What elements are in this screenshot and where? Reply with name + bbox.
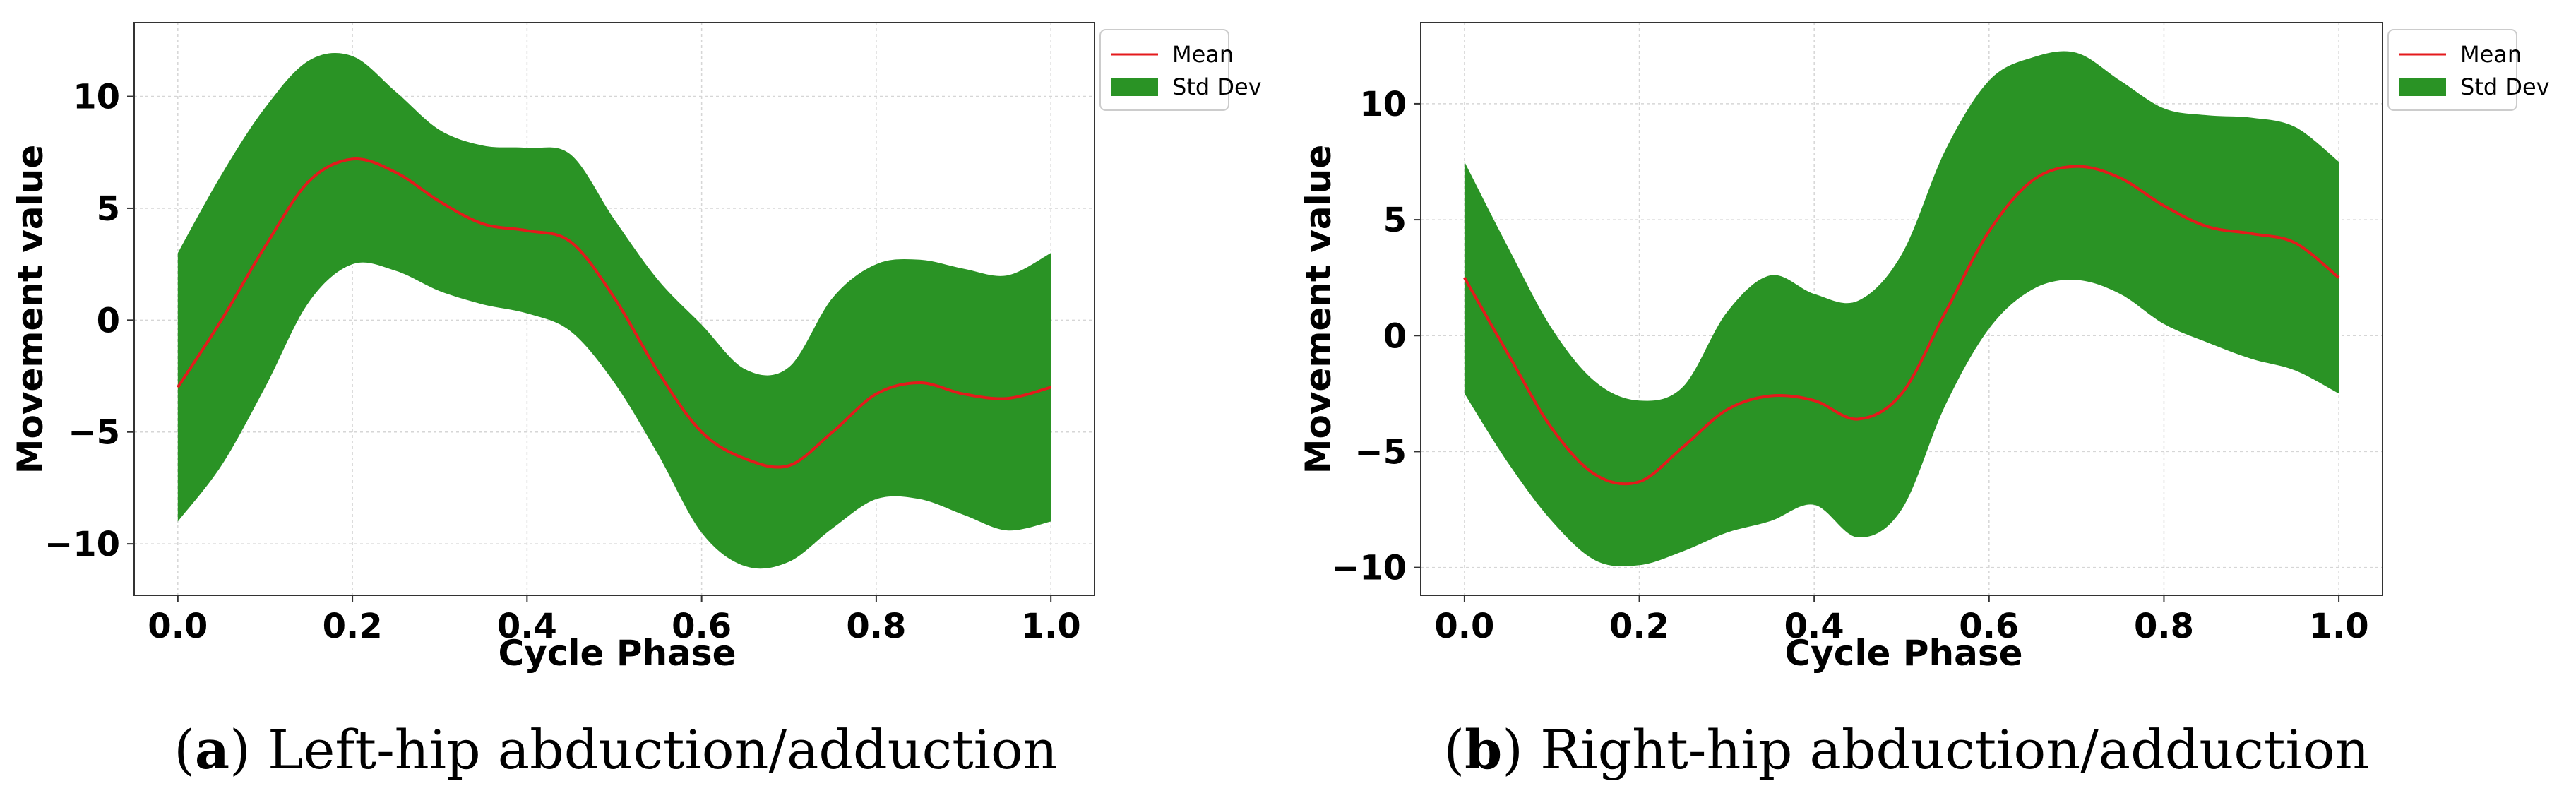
caption-text: Left-hip abduction/adduction xyxy=(268,718,1058,781)
legend-mean-label: Mean xyxy=(2460,41,2522,68)
x-tick-label: 0.2 xyxy=(1609,607,1669,646)
legend-std-swatch xyxy=(2399,78,2446,96)
x-tick-label: 0.4 xyxy=(497,607,557,646)
y-tick-label: 10 xyxy=(1359,85,1407,124)
x-tick-label: 0.6 xyxy=(672,607,732,646)
y-tick-label: 5 xyxy=(97,189,120,229)
x-axis-label-b: Cycle Phase xyxy=(1784,633,2022,674)
chart-panel-a: 0.0 0.2 0.4 0.6 0.8 1.0 −10 −5 0 5 10 Cy… xyxy=(10,22,1262,781)
x-tick-label: 0.0 xyxy=(148,607,208,646)
x-tick-label: 0.2 xyxy=(323,607,383,646)
legend-std-label: Std Dev xyxy=(1172,73,1262,100)
x-tick-label: 0.8 xyxy=(846,607,906,646)
tick-labels-a: 0.0 0.2 0.4 0.6 0.8 1.0 −10 −5 0 5 10 xyxy=(44,78,1081,646)
caption-letter: b xyxy=(1465,718,1502,781)
y-tick-label: −5 xyxy=(68,413,120,453)
legend-a: Mean Std Dev xyxy=(1099,29,1262,111)
legend-std-swatch xyxy=(1111,78,1158,96)
legend-std-label: Std Dev xyxy=(2460,73,2550,100)
caption-letter: a xyxy=(195,718,229,781)
x-tick-label: 1.0 xyxy=(1021,607,1081,646)
legend-mean-label: Mean xyxy=(1172,41,1234,68)
y-tick-label: 5 xyxy=(1383,201,1407,240)
y-tick-label: −10 xyxy=(1331,549,1407,588)
caption-text: Right-hip abduction/adduction xyxy=(1540,718,2369,781)
x-tick-label: 0.6 xyxy=(1959,607,2019,646)
y-tick-label: 10 xyxy=(73,78,120,117)
x-tick-label: 0.4 xyxy=(1784,607,1844,646)
plot-frame-b xyxy=(1420,22,2383,596)
y-axis-label-a: Movement value xyxy=(10,145,51,475)
y-tick-label: −5 xyxy=(1354,432,1407,472)
chart-panel-b: 0.0 0.2 0.4 0.6 0.8 1.0 −10 −5 0 5 10 Cy… xyxy=(1298,22,2550,781)
std-dev-band-a xyxy=(177,53,1051,569)
mean-line-b xyxy=(1463,165,2340,486)
x-tick-label: 1.0 xyxy=(2309,607,2369,646)
plot-frame-a xyxy=(133,22,1095,596)
caption-b: (b) Right-hip abduction/adduction xyxy=(1444,718,2370,781)
y-axis-label-b: Movement value xyxy=(1298,145,1339,475)
y-tick-label: 0 xyxy=(97,301,120,340)
y-tick-label: −10 xyxy=(44,525,120,564)
legend-b: Mean Std Dev xyxy=(2387,29,2550,111)
y-tick-label: 0 xyxy=(1383,316,1407,356)
x-tick-label: 0.0 xyxy=(1434,607,1494,646)
x-tick-label: 0.8 xyxy=(2134,607,2194,646)
tick-labels-b: 0.0 0.2 0.4 0.6 0.8 1.0 −10 −5 0 5 10 xyxy=(1331,85,2369,646)
caption-a: (a) Left-hip abduction/adduction xyxy=(174,718,1058,781)
x-axis-label-a: Cycle Phase xyxy=(498,633,736,674)
std-dev-band-b xyxy=(1464,51,2339,566)
mean-line-a xyxy=(177,157,1051,469)
